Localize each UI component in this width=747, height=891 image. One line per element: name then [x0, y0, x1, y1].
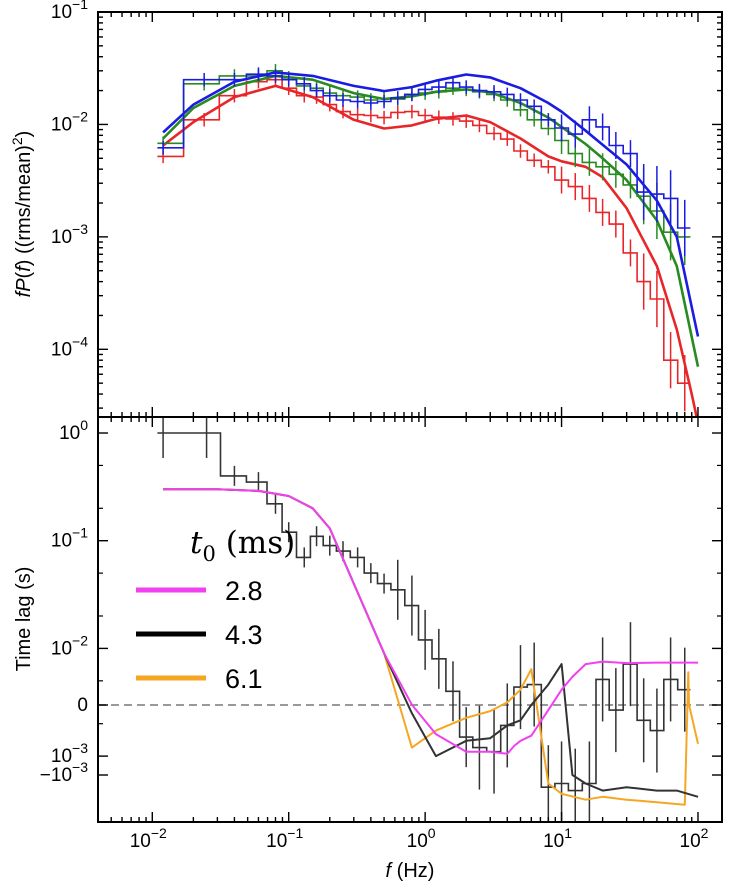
tick-label: 10−3	[51, 740, 88, 767]
top-red-data-step	[157, 78, 691, 384]
legend-label-2.8: 2.8	[225, 576, 263, 606]
lag-data-step	[157, 432, 691, 792]
tick-label: 10−2	[51, 108, 88, 135]
y-axis-label-top: fP(f) ((rms/mean)2)	[9, 131, 35, 298]
tick-label: 100	[59, 417, 88, 444]
axes: 10−1 10−2 10−3 10−4 100 10−1 10−2 10−3 0 −10−3 10−…	[9, 0, 723, 882]
tick-label: 101	[543, 825, 572, 852]
tick-label: 0	[77, 695, 88, 716]
top-green-data-step	[157, 70, 691, 238]
tick-label: 10−1	[266, 825, 303, 852]
lag-model-2.8	[163, 488, 698, 755]
top-blue-model-line	[162, 71, 700, 337]
tick-label: 10−2	[51, 632, 88, 659]
legend: t0 (ms) 2.8 4.3 6.1	[136, 525, 295, 694]
tick-label: 10−2	[130, 825, 167, 852]
tick-label: 102	[680, 825, 709, 852]
top-blue-data-step	[157, 73, 691, 229]
top-plot-area	[157, 64, 700, 417]
legend-label-6.1: 6.1	[225, 664, 263, 694]
legend-title: t0 (ms)	[190, 525, 295, 566]
tick-label: −10−3	[40, 759, 88, 786]
tick-label: 10−3	[51, 221, 88, 248]
x-axis-label: f (Hz)	[386, 860, 435, 882]
y-axis-label-bottom: Time lag (s)	[13, 567, 35, 672]
bottom-plot-area	[98, 417, 722, 822]
legend-label-4.3: 4.3	[225, 620, 263, 650]
tick-label: 10−1	[51, 525, 88, 552]
tick-label: 10−4	[51, 333, 88, 360]
tick-label: 10−1	[51, 0, 88, 23]
tick-label: 100	[407, 825, 436, 852]
top-red-model-line	[162, 84, 698, 417]
